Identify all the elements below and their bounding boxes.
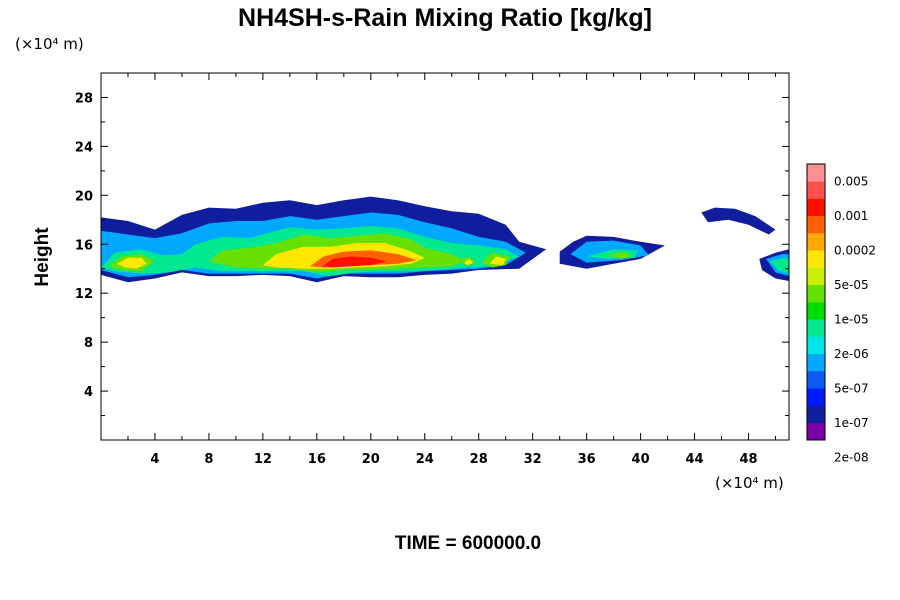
y-tick-label: 8 xyxy=(84,336,93,351)
x-tick-label: 48 xyxy=(739,452,757,467)
colorbar-swatch-0 xyxy=(807,422,825,441)
colorbar-frame xyxy=(806,163,826,441)
colorbar-swatch-3 xyxy=(807,371,825,389)
colorbar-swatch-5 xyxy=(807,336,825,355)
plot-frame xyxy=(100,72,790,441)
contour-region-2 xyxy=(701,207,776,235)
x-tick-label: 8 xyxy=(204,452,213,467)
colorbar-label-4: 1e-05 xyxy=(834,312,869,326)
x-tick-label: 20 xyxy=(362,452,380,467)
x-tick-label: 4 xyxy=(150,452,159,467)
colorbar-swatch-11 xyxy=(807,233,825,251)
colorbar-swatch-2 xyxy=(807,388,825,406)
y-tick-label: 20 xyxy=(75,189,93,204)
x-tick-label: 32 xyxy=(524,452,542,467)
colorbar-swatch-12 xyxy=(807,215,825,234)
colorbar-label-0: 0.005 xyxy=(834,174,868,188)
x-axis-unit: (×10⁴ m) xyxy=(715,474,784,492)
contour-region-18 xyxy=(463,258,474,266)
colorbar-label-3: 5e-05 xyxy=(834,278,869,292)
x-tick-label: 12 xyxy=(254,452,272,467)
contour-region-9 xyxy=(770,257,789,274)
contour-region-20 xyxy=(322,256,387,268)
x-tick-label: 28 xyxy=(470,452,488,467)
colorbar-label-2: 0.0002 xyxy=(834,243,876,257)
y-axis-unit: (×10⁴ m) xyxy=(15,35,84,53)
colorbar-swatch-1 xyxy=(807,405,825,424)
colorbar-label-5: 2e-06 xyxy=(834,347,869,361)
x-tick-label: 24 xyxy=(416,452,434,467)
time-label: TIME = 600000.0 xyxy=(395,533,541,554)
colorbar-label-6: 5e-07 xyxy=(834,381,869,395)
y-axis-label: Height xyxy=(32,227,53,287)
colorbar: 0.005 0.001 0.0002 5e-05 1e-05 2e-06 5e-07 1e-0… xyxy=(806,163,876,464)
x-tick-label: 36 xyxy=(578,452,596,467)
contour-field xyxy=(101,196,789,283)
y-tick-label: 16 xyxy=(75,238,93,253)
colorbar-swatch-10 xyxy=(807,250,825,268)
y-tick-label: 4 xyxy=(84,385,93,400)
colorbar-label-7: 1e-07 xyxy=(834,416,869,430)
contour-region-15 xyxy=(117,257,147,269)
contour-region-17 xyxy=(489,256,506,266)
colorbar-swatch-7 xyxy=(807,302,825,320)
x-tick-label: 16 xyxy=(308,452,326,467)
x-tick-label: 40 xyxy=(632,452,650,467)
colorbar-swatch-14 xyxy=(807,181,825,199)
x-tick-label: 44 xyxy=(686,452,704,467)
y-tick-label: 28 xyxy=(75,91,93,106)
colorbar-swatch-4 xyxy=(807,353,825,372)
colorbar-swatch-13 xyxy=(807,198,825,217)
colorbar-swatch-15 xyxy=(807,164,825,182)
colorbar-swatch-9 xyxy=(807,267,825,286)
colorbar-swatch-8 xyxy=(807,284,825,303)
colorbar-label-8: 2e-08 xyxy=(834,450,869,464)
y-tick-label: 12 xyxy=(75,287,93,302)
contour-region-14 xyxy=(606,251,633,259)
y-tick-label: 24 xyxy=(75,140,93,155)
colorbar-swatch-6 xyxy=(807,319,825,337)
chart-title: NH4SH-s-Rain Mixing Ratio [kg/kg] xyxy=(238,4,652,32)
colorbar-label-1: 0.001 xyxy=(834,209,868,223)
